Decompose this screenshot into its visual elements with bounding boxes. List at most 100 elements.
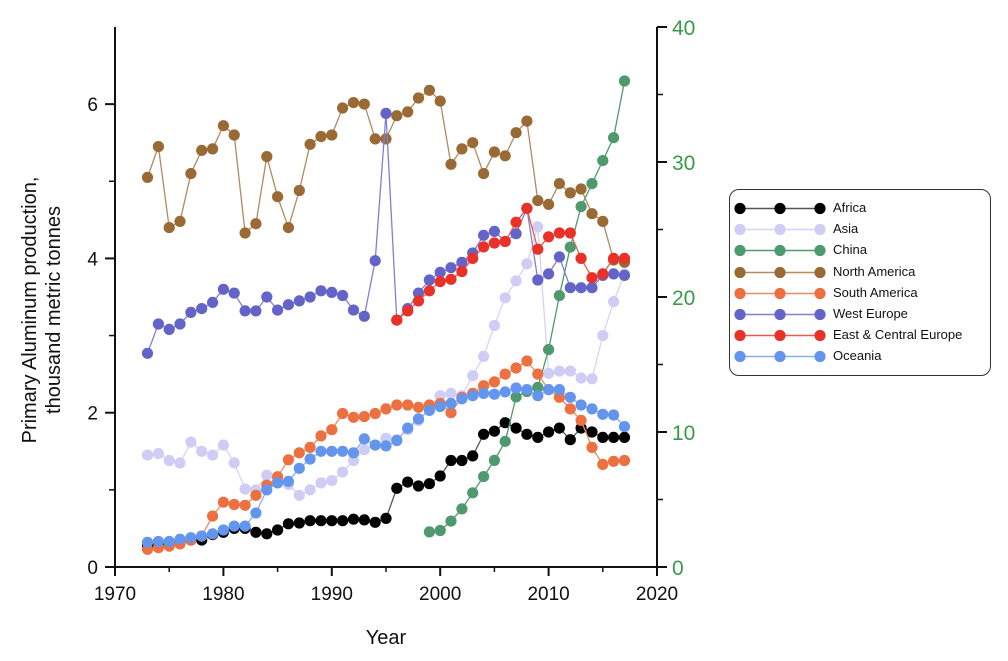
data-point-north-america [543,198,555,210]
data-point-west-europe [543,268,555,280]
data-point-china [510,391,522,403]
data-point-asia [261,469,273,481]
data-point-china [608,132,620,144]
data-point-china [564,241,576,253]
series-north-america [141,84,631,268]
data-point-west-europe [315,285,327,297]
data-point-oceania [326,445,338,457]
data-point-africa [488,425,500,437]
data-point-china [467,487,479,499]
data-point-west-europe [456,256,468,268]
y2-tick-label: 40 [672,17,695,40]
data-point-east-central-europe [510,216,522,228]
data-point-africa [521,428,533,440]
data-point-south-america [347,411,360,423]
x-tick-label: 2000 [419,584,461,605]
legend-item-east-central-europe: East & Central Europe [730,325,990,346]
data-point-oceania [217,524,229,536]
data-point-north-america [369,133,381,145]
data-point-south-america [586,441,598,453]
data-point-asia [434,390,446,402]
data-point-west-europe [412,287,425,299]
data-point-south-america [239,499,251,511]
data-point-africa [586,426,598,438]
data-point-east-central-europe [402,305,414,317]
x-tick-label: 1980 [202,584,244,605]
data-point-africa [532,431,544,443]
data-point-asia [488,319,500,332]
data-point-asia [532,221,544,233]
data-point-china [423,526,435,538]
data-point-oceania [315,445,327,457]
legend-marker-icon [734,308,826,321]
data-point-asia [326,475,338,487]
legend-item-africa: Africa [730,198,990,219]
data-point-africa [499,417,511,429]
data-point-oceania [456,393,468,405]
data-point-africa [391,482,403,494]
data-point-asia [467,370,479,382]
data-point-africa [412,480,425,492]
data-point-east-central-europe [521,202,533,214]
data-point-north-america [380,133,392,145]
data-point-south-america [217,496,229,508]
data-point-south-america [228,498,240,511]
data-point-north-america [391,110,403,122]
data-point-north-america [499,150,511,162]
data-point-africa [467,450,479,462]
data-point-china [532,381,544,393]
data-point-oceania [141,536,154,548]
data-point-north-america [239,227,251,239]
data-point-east-central-europe [553,227,566,239]
legend-label: Asia [833,221,859,237]
data-point-east-central-europe [564,227,576,239]
data-point-east-central-europe [618,252,631,264]
data-point-asia [510,275,522,287]
data-point-oceania [163,535,175,548]
series-layer [141,75,631,555]
data-point-west-europe [369,255,381,267]
series-line-east-central-europe [396,206,625,321]
data-point-south-america [510,362,522,374]
data-point-west-europe [586,282,598,294]
data-point-north-america [228,129,240,141]
data-point-west-europe [217,283,229,295]
y-tick-label: 0 [87,558,98,579]
data-point-west-europe [293,295,305,307]
data-point-south-america [564,403,576,415]
legend-label: East & Central Europe [833,327,963,343]
data-point-west-europe [196,303,208,315]
data-point-west-europe [228,287,240,299]
data-point-oceania [380,440,392,452]
data-point-west-europe [358,310,370,322]
data-point-oceania [402,422,414,434]
data-point-west-europe [575,282,587,294]
data-point-asia [478,350,490,362]
data-point-south-america [575,414,587,426]
data-point-south-america [293,447,305,459]
data-point-africa [478,428,490,440]
series-west-europe [141,107,631,359]
data-point-africa [564,434,576,446]
data-point-oceania [239,520,251,532]
data-point-west-europe [207,296,219,308]
data-point-west-europe [347,304,360,316]
data-point-east-central-europe [499,235,511,248]
data-point-west-europe [488,225,500,237]
data-point-west-europe [272,304,284,316]
data-point-south-america [532,368,544,380]
data-point-north-america [402,106,414,118]
legend: Africa Asia China North America South Americ… [729,189,991,376]
data-point-west-europe [141,347,154,359]
data-point-east-central-europe [467,252,479,264]
data-point-asia [553,365,566,377]
legend-item-west-europe: West Europe [730,304,990,325]
data-point-west-europe [510,228,522,240]
data-point-east-central-europe [412,295,425,307]
series-east-central-europe [391,202,631,326]
data-point-south-america [282,454,294,466]
data-point-oceania [347,447,360,459]
axes-layer: 1970 1980 1990 2000 2010 2020 0 2 4 6 0 10 20 30 40 [87,17,695,605]
data-point-south-america [488,376,500,388]
data-point-africa [543,426,555,438]
